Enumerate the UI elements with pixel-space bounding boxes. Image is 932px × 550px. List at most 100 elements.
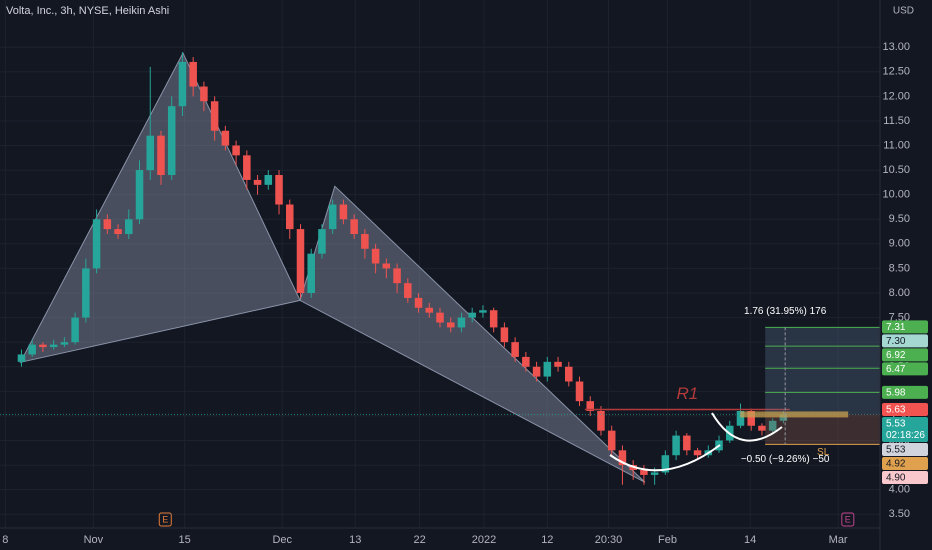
countdown: 02:18:26 (886, 430, 925, 441)
candle-body (436, 312, 444, 323)
x-tick-label: 20:30 (595, 534, 623, 546)
y-tick-label: 9.50 (889, 213, 910, 225)
harmonic-leg (19, 51, 301, 364)
candle-body (446, 322, 455, 328)
price-tag-label: 5.53 (886, 444, 906, 455)
candle-body (318, 229, 326, 254)
candle-body (736, 410, 745, 426)
candle-body (425, 307, 434, 313)
candle-body (522, 356, 530, 367)
price-tag (882, 417, 928, 443)
resistance-label: R1 (676, 384, 698, 403)
x-tick-label: 12 (541, 534, 553, 546)
y-tick-label: 11.50 (883, 115, 910, 127)
target-label: 1.76 (31.95%) 176 (744, 306, 827, 317)
candle-body (221, 130, 230, 146)
handle-arc (711, 412, 783, 442)
candle-body (361, 234, 369, 249)
candle-body (39, 344, 47, 348)
y-tick-label: 9.00 (889, 238, 910, 250)
x-tick-label: 15 (178, 534, 190, 546)
candle-body (532, 366, 541, 377)
y-tick-label: 8.00 (889, 287, 910, 299)
candle-body (457, 317, 466, 328)
price-tag-label: 5.98 (886, 387, 906, 398)
candle-body (489, 310, 498, 328)
candle-body (328, 204, 337, 230)
candle-body (586, 401, 594, 411)
candle-body (82, 268, 90, 318)
candle-body (597, 410, 605, 431)
candle-body (661, 455, 670, 473)
candle-body (232, 145, 240, 156)
price-tag-label: 7.31 (886, 322, 906, 333)
price-tag-label: 5.63 (886, 404, 906, 415)
candle-body (339, 204, 348, 220)
candle-body (618, 450, 627, 466)
candle-body (350, 219, 358, 235)
candle-body (275, 175, 283, 205)
candle-body (543, 361, 552, 377)
stop-label: −0.50 (−9.26%) −50 (741, 454, 830, 465)
candle-body (779, 414, 788, 421)
candle-body (296, 229, 305, 294)
price-tag-label: 6.92 (886, 350, 906, 361)
candle-body (157, 135, 165, 176)
stop-tag: SL (817, 447, 830, 458)
price-tag (882, 443, 928, 457)
earnings-label: E (162, 514, 168, 524)
candle-body (92, 219, 101, 269)
plot: 13.00 12.50 12.00 11.50 11.00 10.50 10.00 9.50 9… (0, 41, 928, 546)
x-tick-label: Mar (829, 534, 848, 546)
candle-body (286, 204, 294, 230)
candle-body (565, 366, 573, 382)
price-tag-label: 5.53 (886, 418, 906, 429)
x-tick-label: 14 (744, 534, 756, 546)
price-tag (882, 334, 928, 348)
price-tag (882, 320, 928, 334)
candle-body (189, 61, 197, 87)
x-tick-label: 8 (2, 534, 8, 546)
price-tag (882, 348, 928, 362)
candle-body (575, 381, 584, 402)
x-tick-label: Nov (84, 534, 104, 546)
candle-body (382, 263, 391, 269)
y-tick-label: 4.00 (889, 484, 910, 496)
candle-body (500, 327, 509, 343)
candle-body (371, 248, 380, 264)
candle-body (210, 101, 219, 131)
price-tag-label: 4.90 (886, 472, 906, 483)
price-tag (882, 457, 928, 471)
candle-body (650, 472, 659, 475)
x-tick-label: 13 (349, 534, 361, 546)
y-tick-label: 11.00 (883, 139, 910, 151)
entry-zone (740, 411, 849, 418)
price-tag (882, 471, 928, 485)
candle-body (468, 312, 476, 318)
y-tick-label: 13.00 (882, 41, 910, 53)
candle-body (747, 410, 755, 426)
x-tick-label: 22 (413, 534, 425, 546)
candle-body (146, 135, 154, 171)
candle-body (511, 342, 519, 357)
candle-body (640, 469, 648, 475)
candle-body (103, 219, 112, 230)
candle-body (264, 175, 273, 185)
price-tag (882, 385, 928, 399)
price-tag-label: 6.47 (886, 364, 906, 375)
candle-body (243, 155, 251, 180)
candle-body (114, 229, 122, 235)
candle-body (554, 361, 562, 367)
candle-body (125, 219, 133, 235)
y-tick-label: 10.50 (882, 164, 910, 176)
candle-body (693, 450, 702, 456)
candle-body (71, 317, 79, 343)
earnings-label: E (845, 514, 851, 524)
candle-body (393, 268, 401, 284)
x-tick-label: 2022 (472, 534, 496, 546)
candle-body (28, 344, 36, 355)
earnings-marker (158, 512, 172, 527)
